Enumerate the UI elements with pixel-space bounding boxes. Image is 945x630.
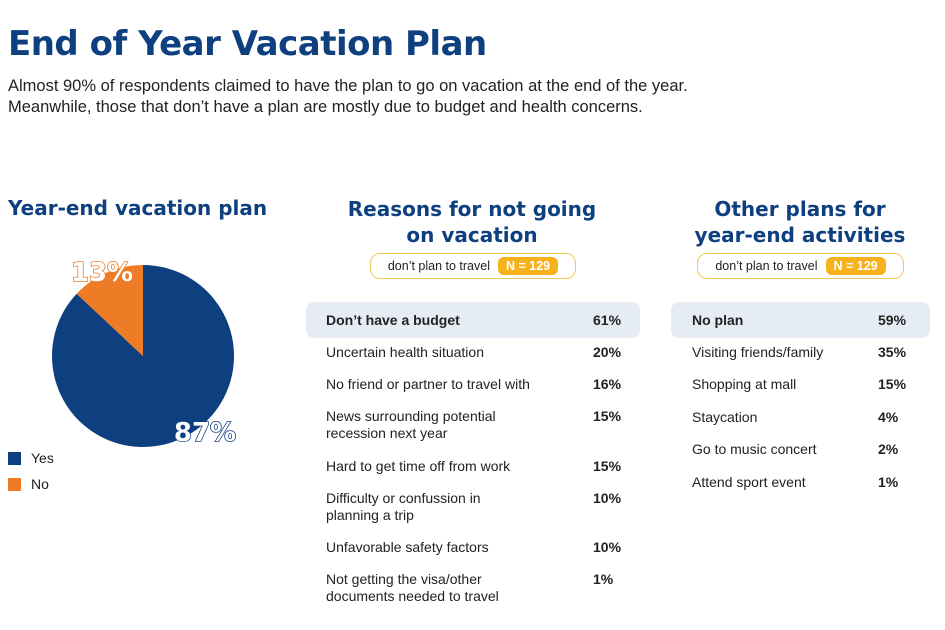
row-label: Not getting the visa/other documents need… (326, 571, 499, 605)
row-label-line: Don’t have a budget (326, 311, 460, 328)
row-label: Don’t have a budget (326, 312, 460, 329)
row-label-line: Unfavorable safety factors (326, 539, 489, 556)
other-plans-title: Other plans for year-end activities (650, 196, 945, 248)
title-line: Other plans for (714, 197, 886, 221)
row-label: No plan (692, 312, 743, 329)
row-label-line: Hard to get time off from work (326, 457, 511, 474)
row-label: Hard to get time off from work (326, 458, 510, 475)
pie-slice-no (76, 265, 143, 356)
row-label-line: planning a trip (326, 506, 414, 523)
table-row: Uncertain health situation 20% (306, 336, 640, 369)
row-label-line: recession next year (326, 425, 448, 441)
title-line: Reasons for not going (347, 197, 597, 221)
row-value: 35% (878, 343, 907, 360)
legend-no: No (8, 476, 49, 492)
row-label-line: No plan (692, 311, 744, 328)
row-value: 61% (593, 311, 622, 328)
row-label-line: Not getting the visa/other (326, 571, 482, 587)
title-line: on vacation (406, 223, 538, 247)
subtitle-line: Meanwhile, those that don’t have a plan … (8, 98, 643, 116)
legend-label: Yes (31, 450, 54, 466)
table-row: Don’t have a budget 61% (306, 302, 640, 338)
row-label-line: No friend or partner to travel with (326, 376, 530, 393)
sample-size-pill: don’t plan to travel N = 129 (697, 253, 904, 279)
table-row: Visiting friends/family 35% (671, 336, 930, 369)
row-value: 1% (878, 473, 899, 490)
subtitle-line: Almost 90% of respondents claimed to hav… (8, 77, 688, 95)
row-label: Visiting friends/family (692, 344, 823, 361)
row-label: Unfavorable safety factors (326, 539, 489, 556)
table-row: Staycation 4% (671, 401, 930, 434)
row-label: News surrounding potential recession next… (326, 408, 496, 442)
pill-n: N = 129 (498, 257, 559, 275)
row-value: 10% (593, 539, 622, 556)
table-row: Hard to get time off from work 15% (306, 450, 640, 483)
legend-swatch-no (8, 477, 21, 491)
row-label: Staycation (692, 409, 757, 426)
other-plans-table: No plan 59% Visiting friends/family 35% Shop… (671, 302, 930, 499)
pill-text: don’t plan to travel (387, 259, 490, 273)
row-label-line: Go to music concert (692, 441, 817, 458)
reasons-title: Reasons for not going on vacation (322, 196, 622, 248)
pie-label: 87% (174, 418, 236, 448)
row-value: 4% (878, 408, 899, 425)
legend-yes: Yes (8, 450, 54, 466)
row-value: 15% (593, 457, 622, 474)
row-value: 2% (878, 441, 899, 458)
reasons-table: Don’t have a budget 61% Uncertain health s… (306, 302, 640, 613)
row-value: 20% (593, 343, 622, 360)
legend-label: No (31, 476, 49, 492)
pill-n: N = 129 (825, 257, 886, 275)
row-label-line: Staycation (692, 408, 758, 425)
row-label-line: Attend sport event (692, 473, 806, 490)
title-line: year-end activities (694, 223, 906, 247)
page-subtitle: Almost 90% of respondents claimed to hav… (8, 76, 688, 118)
table-row: No friend or partner to travel with 16% (306, 369, 640, 402)
table-row: Difficulty or confussion in planning a tr… (306, 483, 640, 532)
row-label: No friend or partner to travel with (326, 376, 530, 393)
row-label-line: documents needed to travel (326, 588, 499, 604)
pie-title: Year-end vacation plan (8, 196, 268, 220)
sample-size-pill: don’t plan to travel N = 129 (370, 253, 576, 279)
table-row: Go to music concert 2% (671, 434, 930, 467)
table-row: No plan 59% (671, 302, 930, 338)
table-row: Shopping at mall 15% (671, 369, 930, 402)
row-value: 1% (593, 571, 614, 587)
row-label-line: Uncertain health situation (326, 343, 484, 360)
row-value: 59% (878, 311, 907, 328)
pill-text: don’t plan to travel (715, 259, 818, 273)
row-label: Uncertain health situation (326, 344, 484, 361)
pie-label: 13% (71, 258, 133, 288)
row-label: Shopping at mall (692, 376, 796, 393)
table-row: Unfavorable safety factors 10% (306, 532, 640, 565)
row-value: 10% (593, 489, 622, 506)
legend-swatch-yes (8, 451, 21, 465)
row-value: 16% (593, 376, 622, 393)
row-label-line: Visiting friends/family (692, 343, 824, 360)
row-label: Attend sport event (692, 474, 806, 491)
page-title: End of Year Vacation Plan (8, 24, 487, 64)
row-value: 15% (593, 408, 622, 424)
pie-chart: 87% 13% (51, 257, 237, 449)
row-label-line: Shopping at mall (692, 376, 797, 393)
row-label-line: Difficulty or confussion in (326, 489, 481, 506)
table-row: Not getting the visa/other documents need… (306, 564, 640, 613)
table-row: News surrounding potential recession next… (306, 401, 640, 450)
row-label: Go to music concert (692, 441, 817, 458)
row-label: Difficulty or confussion in planning a tr… (326, 490, 481, 524)
table-row: Attend sport event 1% (671, 466, 930, 499)
row-label-line: News surrounding potential (326, 408, 496, 424)
row-value: 15% (878, 376, 907, 393)
